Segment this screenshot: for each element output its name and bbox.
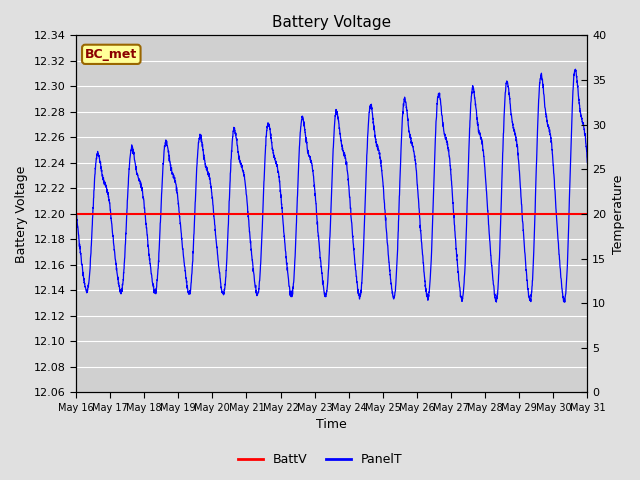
X-axis label: Time: Time bbox=[316, 419, 347, 432]
Title: Battery Voltage: Battery Voltage bbox=[272, 15, 391, 30]
Legend: BattV, PanelT: BattV, PanelT bbox=[232, 448, 408, 471]
Y-axis label: Temperature: Temperature bbox=[612, 174, 625, 253]
Text: BC_met: BC_met bbox=[85, 48, 138, 61]
Y-axis label: Battery Voltage: Battery Voltage bbox=[15, 165, 28, 263]
